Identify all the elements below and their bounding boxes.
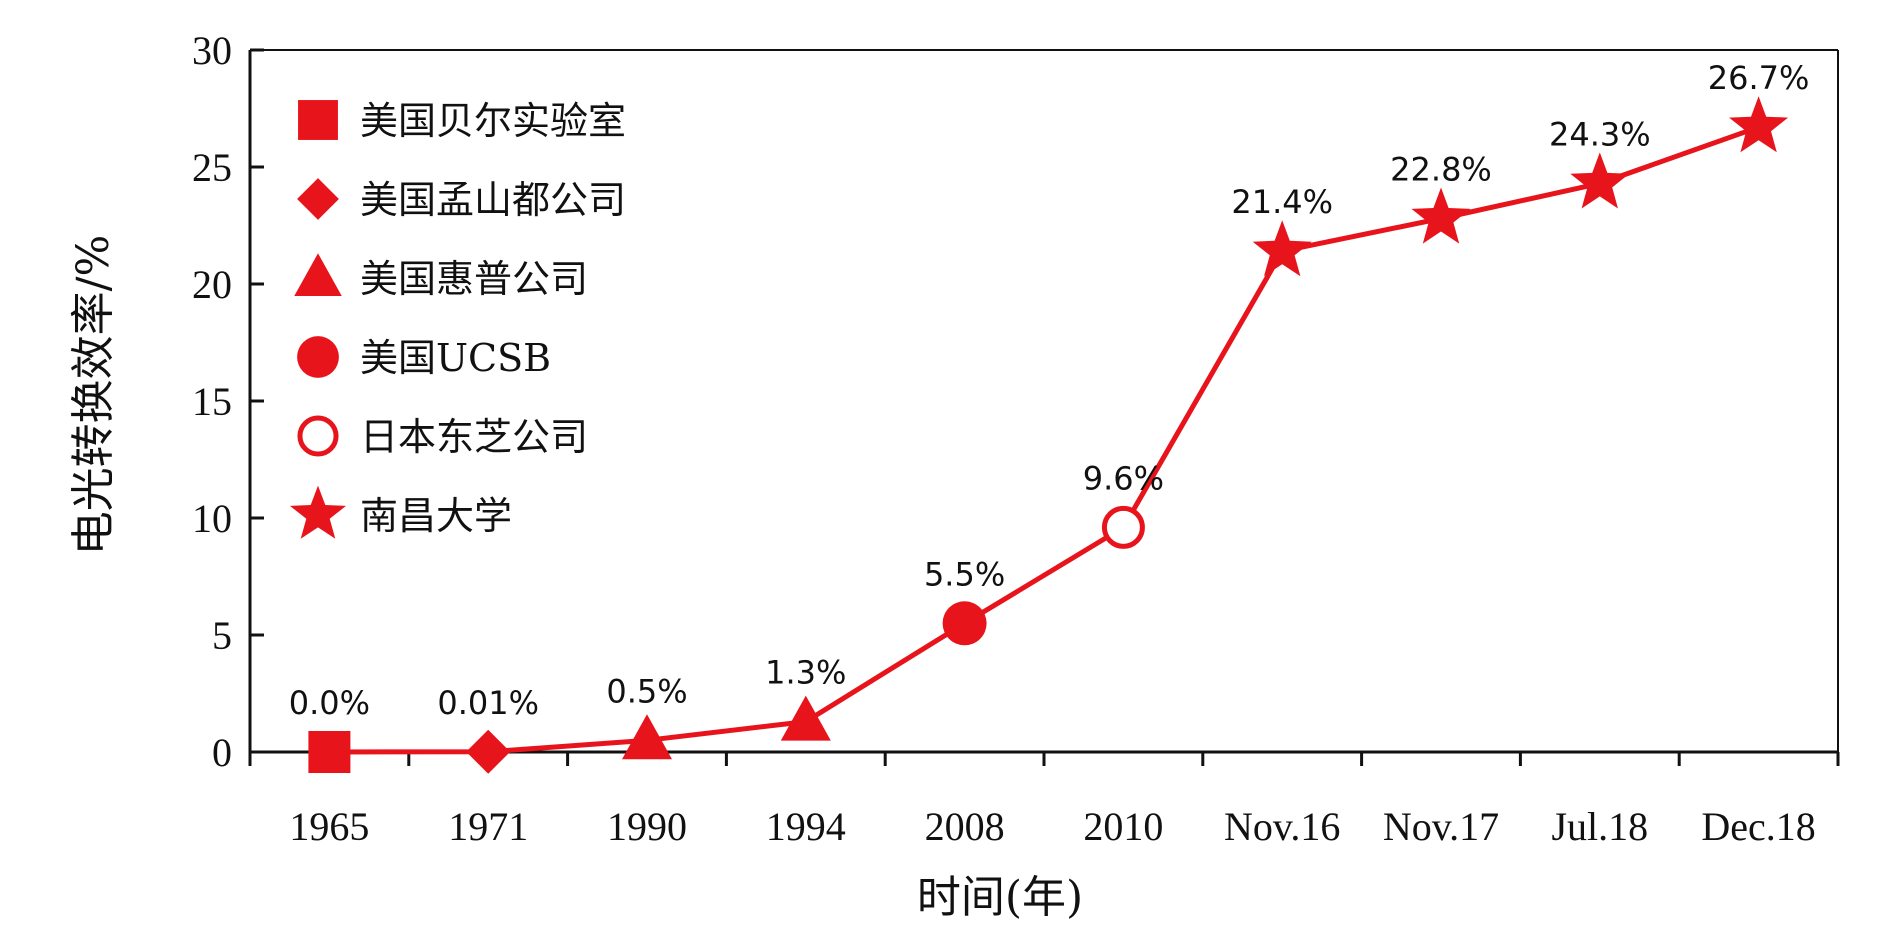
data-label: 1.3% bbox=[765, 654, 846, 692]
legend-label: 美国UCSB bbox=[360, 336, 551, 380]
legend-marker bbox=[297, 178, 339, 220]
data-point bbox=[1729, 96, 1789, 153]
y-tick-label: 5 bbox=[212, 613, 232, 658]
legend-label: 美国惠普公司 bbox=[360, 257, 588, 301]
data-label: 21.4% bbox=[1231, 183, 1333, 221]
data-point bbox=[1252, 220, 1312, 277]
series bbox=[308, 96, 1789, 774]
legend-label: 南昌大学 bbox=[360, 494, 512, 538]
data-label: 22.8% bbox=[1390, 150, 1492, 188]
legend-marker bbox=[294, 253, 342, 297]
y-tick-label: 0 bbox=[212, 730, 232, 775]
x-tick-label: 2008 bbox=[925, 804, 1005, 849]
data-point bbox=[1411, 187, 1471, 244]
data-label: 24.3% bbox=[1549, 115, 1651, 153]
x-tick-label: 1965 bbox=[289, 804, 369, 849]
data-point bbox=[1101, 505, 1145, 549]
data-point bbox=[1570, 152, 1630, 209]
data-label: 26.7% bbox=[1708, 59, 1810, 97]
x-tick-label: 1994 bbox=[766, 804, 846, 849]
y-tick-label: 20 bbox=[192, 262, 232, 307]
ticks: 0 5 10 15 20 25 30 1965 1971 1990 1994 2008 2010 Nov.… bbox=[192, 28, 1840, 849]
legend-label: 日本东芝公司 bbox=[360, 415, 588, 459]
x-tick-label: Dec.18 bbox=[1701, 804, 1815, 849]
y-tick-label: 30 bbox=[192, 28, 232, 73]
legend-label: 美国孟山都公司 bbox=[360, 178, 626, 222]
y-tick-label: 10 bbox=[192, 496, 232, 541]
legend-marker bbox=[297, 336, 339, 378]
y-tick-label: 25 bbox=[192, 145, 232, 190]
series-line bbox=[329, 124, 1760, 755]
x-tick-label: 1971 bbox=[448, 804, 528, 849]
data-label: 9.6% bbox=[1083, 459, 1164, 497]
y-tick-label: 15 bbox=[192, 379, 232, 424]
x-tick-label: 1990 bbox=[607, 804, 687, 849]
x-axis-title: 时间(年) bbox=[917, 872, 1083, 923]
legend-marker bbox=[297, 415, 339, 457]
data-labels: 0.0% 0.01% 0.5% 1.3% 5.5% 9.6% 21.4% 22.8% 24.3%… bbox=[289, 59, 1810, 722]
legend-marker bbox=[298, 100, 338, 140]
data-point bbox=[780, 695, 831, 741]
data-label: 0.01% bbox=[437, 684, 539, 722]
data-label: 0.0% bbox=[289, 684, 370, 722]
x-tick-label: Nov.17 bbox=[1383, 804, 1499, 849]
data-point bbox=[942, 601, 987, 646]
data-point bbox=[308, 731, 351, 773]
data-point bbox=[622, 714, 672, 760]
x-tick-label: Jul.18 bbox=[1551, 804, 1648, 849]
data-point bbox=[466, 729, 511, 774]
data-label: 0.5% bbox=[606, 672, 687, 710]
x-tick-label: 2010 bbox=[1083, 804, 1163, 849]
legend-label: 美国贝尔实验室 bbox=[360, 99, 626, 143]
x-tick-label: Nov.16 bbox=[1224, 804, 1340, 849]
y-axis-title: 电光转换效率/% bbox=[68, 235, 119, 556]
data-label: 5.5% bbox=[924, 555, 1005, 593]
legend-marker bbox=[290, 485, 346, 539]
